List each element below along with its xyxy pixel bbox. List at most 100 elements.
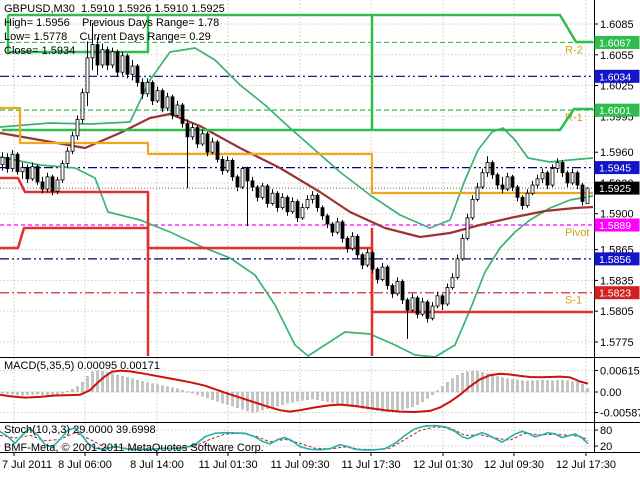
price-badge-level-5856	[594, 252, 640, 266]
support-step-2	[0, 226, 150, 356]
chart-title-ohlc: GBPUSD,M30 1.5910 1.5926 1.5910 1.5925	[4, 3, 225, 15]
macd-bar	[246, 391, 249, 412]
candle-body	[365, 252, 370, 266]
level-label-R-2: R-2	[565, 44, 583, 56]
price-badge-level-5945	[594, 161, 640, 175]
candle-body	[320, 207, 325, 217]
candle-body	[400, 281, 405, 301]
candle-body	[235, 176, 240, 188]
macd-bar	[546, 380, 549, 393]
macd-bar	[16, 391, 19, 395]
candle	[365, 248, 370, 268]
price-badge-daily-high-line	[594, 69, 640, 83]
macd-bar	[446, 382, 449, 393]
candle-body	[465, 217, 470, 239]
candle-body	[155, 90, 160, 102]
macd-bar	[81, 382, 84, 393]
macd-bar	[341, 391, 344, 406]
candle	[85, 41, 90, 107]
candle	[100, 43, 105, 69]
macd-bar	[401, 391, 404, 410]
macd-bar	[441, 386, 444, 393]
candle-body	[335, 221, 340, 233]
candle-body	[110, 51, 115, 66]
candle-body	[135, 65, 140, 83]
macd-bar	[266, 391, 269, 409]
candle-body	[230, 160, 235, 178]
candle	[330, 221, 335, 237]
macd-bar	[11, 391, 14, 395]
candle-body	[510, 176, 515, 188]
macd-bar	[36, 391, 39, 395]
candle-body	[475, 186, 480, 200]
candle	[370, 250, 375, 274]
candle-body	[395, 281, 400, 295]
candle	[485, 156, 490, 177]
candle-body	[545, 172, 550, 186]
macd-bar	[151, 383, 154, 393]
candle-body	[190, 127, 195, 138]
candle	[560, 160, 565, 177]
macd-bar	[46, 391, 49, 396]
prev-day-high-step	[8, 13, 593, 44]
candle	[360, 252, 365, 270]
candle-body	[455, 258, 460, 278]
candle	[110, 47, 115, 69]
candle	[490, 160, 495, 179]
macd-bar	[351, 391, 354, 407]
candle-body	[45, 176, 50, 190]
macd-bar	[316, 391, 319, 400]
macd-bar	[276, 391, 279, 407]
price-badge-label: 1.6067	[599, 37, 631, 49]
candle	[435, 291, 440, 309]
macd-bar	[6, 391, 9, 394]
stoch-main-line	[0, 424, 589, 451]
candle	[420, 297, 425, 317]
candle-body	[170, 96, 175, 116]
candle-body	[130, 65, 135, 75]
candle-body	[55, 179, 60, 192]
price-badge-label: 1.5823	[599, 288, 631, 300]
candle	[155, 86, 160, 103]
macd-bar	[206, 391, 209, 399]
candle	[45, 172, 50, 193]
price-tick-label: 1.5960	[600, 147, 634, 159]
candle	[140, 78, 145, 99]
macd-axis-label: 0.00	[600, 387, 621, 399]
candle	[135, 63, 140, 87]
macd-bar	[336, 391, 339, 405]
candle-body	[445, 287, 450, 305]
candle-body	[495, 174, 500, 186]
macd-bar	[436, 390, 439, 393]
macd-bar	[271, 391, 274, 408]
candle-body	[240, 168, 245, 188]
candle	[165, 92, 170, 112]
candle-body	[350, 235, 355, 250]
macd-bar	[76, 386, 79, 393]
macd-bar	[566, 380, 569, 393]
candle	[160, 88, 165, 113]
candle	[460, 234, 465, 261]
candle-body	[275, 192, 280, 208]
macd-bar	[411, 391, 414, 407]
macd-bar	[231, 391, 234, 407]
macd-bar	[346, 391, 349, 407]
candle-body	[105, 49, 110, 66]
macd-bar	[361, 391, 364, 409]
macd-bar	[556, 380, 559, 393]
macd-bar	[531, 380, 534, 393]
candle-body	[385, 266, 390, 286]
candle	[210, 137, 215, 155]
macd-bar	[31, 391, 34, 395]
macd-bar	[586, 388, 589, 393]
candle-body	[540, 172, 545, 180]
candle-body	[375, 268, 380, 280]
prev-day-low-step	[2, 107, 593, 132]
candle-body	[270, 192, 275, 204]
candle	[205, 131, 210, 157]
candle	[200, 129, 205, 147]
macd-bar	[456, 375, 459, 393]
candle	[120, 51, 125, 76]
candle-body	[305, 198, 310, 208]
